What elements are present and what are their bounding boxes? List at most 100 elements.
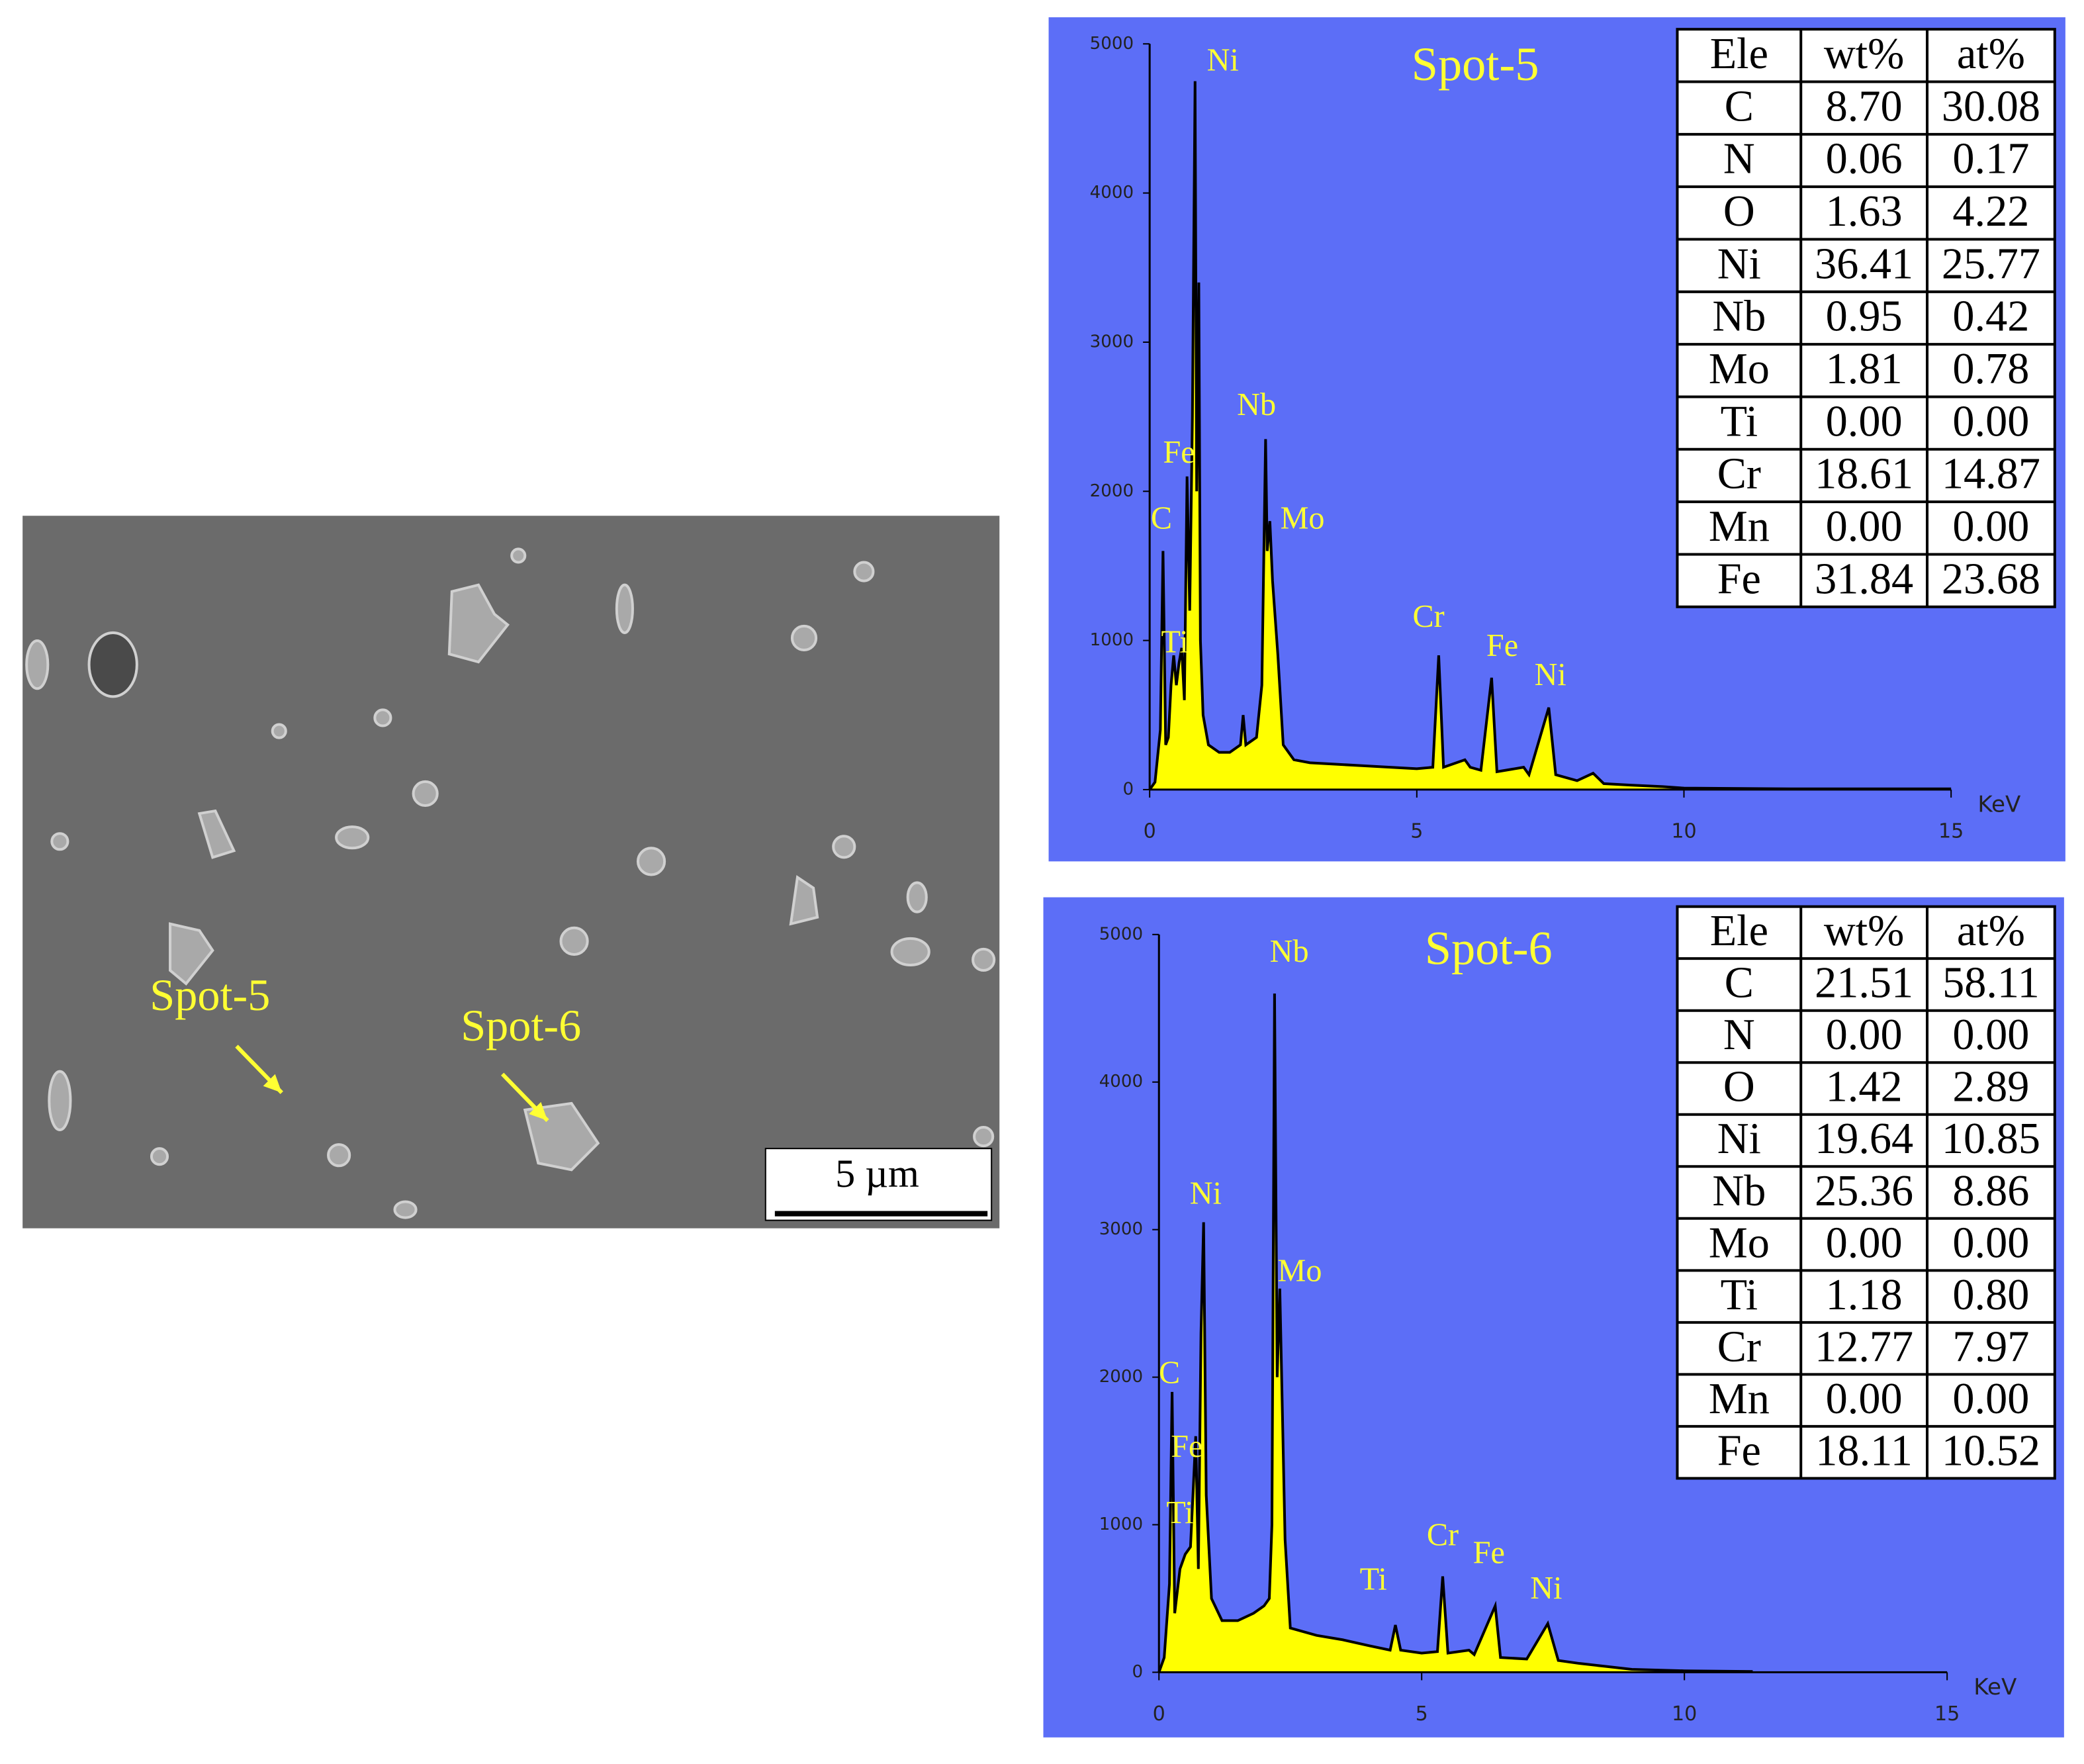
peak-label: Fe — [1473, 1535, 1505, 1570]
table-cell: Ti — [1721, 397, 1758, 445]
peak-label: Mo — [1281, 500, 1325, 535]
table-cell: 58.11 — [1942, 959, 2040, 1007]
x-tick-label: 10 — [1671, 820, 1696, 843]
peak-label: Cr — [1427, 1518, 1459, 1553]
table-cell: 0.00 — [1826, 1375, 1903, 1423]
table-cell: 25.77 — [1942, 240, 2040, 288]
y-tick-label: 5000 — [1090, 34, 1134, 54]
table-cell: 0.06 — [1826, 135, 1903, 183]
table-cell: 23.68 — [1942, 555, 2040, 603]
peak-label: Ti — [1360, 1562, 1387, 1597]
table-cell: 1.42 — [1826, 1063, 1903, 1111]
x-tick-label: 0 — [1144, 820, 1156, 843]
peak-label: C — [1151, 500, 1172, 535]
table-header: wt% — [1824, 30, 1904, 78]
table-background — [1676, 905, 2056, 1480]
x-axis-label: KeV — [1973, 1674, 2017, 1700]
table-cell: 0.00 — [1952, 1375, 2029, 1423]
sem-background — [23, 516, 1000, 1229]
table-background — [1676, 28, 2056, 608]
x-tick-label: 5 — [1410, 820, 1423, 843]
y-tick-label: 2000 — [1090, 481, 1134, 501]
y-tick-label: 3000 — [1099, 1219, 1143, 1239]
table-cell: Cr — [1717, 1323, 1761, 1371]
spectrum-line — [1148, 81, 1952, 791]
x-tick-label: 15 — [1938, 820, 1964, 843]
x-tick-label: 0 — [1153, 1702, 1165, 1726]
table-cell: 0.42 — [1952, 293, 2029, 341]
spectrum-line — [1157, 993, 1753, 1673]
table-cell: C — [1725, 82, 1754, 130]
table-cell: Ni — [1717, 240, 1761, 288]
table-cell: O — [1723, 1063, 1755, 1111]
table-cell: 18.11 — [1815, 1426, 1913, 1475]
table-cell: 10.52 — [1942, 1426, 2040, 1475]
table-cell: O — [1723, 187, 1755, 236]
peak-label: Fe — [1486, 628, 1518, 663]
table-cell: 19.64 — [1815, 1115, 1913, 1163]
table-cell: 30.08 — [1942, 82, 2040, 130]
y-tick-label: 4000 — [1090, 183, 1134, 203]
particles — [25, 547, 996, 1219]
spot-label: Spot-6 — [461, 1000, 581, 1050]
arrow-head — [263, 1074, 282, 1093]
table-cell: 8.70 — [1826, 82, 1903, 130]
table-cell: Ni — [1717, 1115, 1761, 1163]
peak-label: Fe — [1163, 435, 1195, 470]
chart-title: Spot-5 — [1412, 38, 1539, 91]
y-tick-label: 1000 — [1090, 630, 1134, 650]
y-tick-label: 3000 — [1090, 332, 1134, 351]
table-cell: Fe — [1717, 555, 1761, 603]
chart-title: Spot-6 — [1425, 922, 1553, 975]
table-cell: 0.00 — [1952, 502, 2029, 551]
sem-image: Spot-5 Spot-6 5 µm — [23, 516, 1000, 1229]
x-tick-label: 10 — [1672, 1702, 1697, 1726]
table-cell: 0.00 — [1826, 397, 1903, 445]
peak-label: Ni — [1530, 1571, 1562, 1606]
table-cell: Cr — [1717, 450, 1761, 498]
table-cell: 0.00 — [1952, 1219, 2029, 1267]
scale-box — [764, 1148, 993, 1221]
table-cell: 21.51 — [1815, 959, 1913, 1007]
scale-text: 5 µm — [835, 1152, 919, 1196]
peak-label: Fe — [1171, 1429, 1202, 1464]
table-cell: 36.41 — [1815, 240, 1913, 288]
table-cell: 10.85 — [1942, 1115, 2040, 1163]
x-axis-label: KeV — [1977, 792, 2021, 818]
x-tick-label: 5 — [1416, 1702, 1428, 1726]
table-cell: 31.84 — [1815, 555, 1913, 603]
peak-label: Cr — [1413, 599, 1445, 634]
table-cell: 0.78 — [1952, 345, 2029, 393]
y-tick-label: 0 — [1122, 779, 1134, 799]
peak-label: Ni — [1190, 1176, 1222, 1211]
table-cell: Mo — [1709, 1219, 1770, 1267]
peak-label: C — [1159, 1355, 1180, 1390]
table-header: at% — [1957, 30, 2025, 78]
table-cell: 0.00 — [1952, 397, 2029, 445]
table-header: at% — [1957, 907, 2025, 955]
x-tick-label: 15 — [1934, 1702, 1960, 1726]
table-cell: 2.89 — [1952, 1063, 2029, 1111]
table-cell: 1.18 — [1826, 1271, 1903, 1319]
table-cell: Mn — [1709, 502, 1770, 551]
table-cell: 12.77 — [1815, 1323, 1913, 1371]
table-cell: Fe — [1717, 1426, 1761, 1475]
table-cell: 1.81 — [1826, 345, 1903, 393]
table-cell: 1.63 — [1826, 187, 1903, 236]
table-cell: 18.61 — [1815, 450, 1913, 498]
peak-label: Ti — [1166, 1495, 1193, 1530]
table-cell: Ti — [1721, 1271, 1758, 1319]
y-tick-label: 5000 — [1099, 924, 1143, 944]
table-cell: 8.86 — [1952, 1167, 2029, 1215]
table-cell: Nb — [1712, 1167, 1766, 1215]
table-cell: 25.36 — [1815, 1167, 1913, 1215]
peak-label: Mo — [1278, 1254, 1322, 1289]
table-cell: Nb — [1712, 293, 1766, 341]
table-cell: 4.22 — [1952, 187, 2029, 236]
table-cell: 0.95 — [1826, 293, 1903, 341]
table-cell: 0.00 — [1826, 1219, 1903, 1267]
arrow-head — [529, 1101, 548, 1121]
peak-label: Nb — [1270, 934, 1309, 969]
table-cell: 0.00 — [1952, 1011, 2029, 1059]
